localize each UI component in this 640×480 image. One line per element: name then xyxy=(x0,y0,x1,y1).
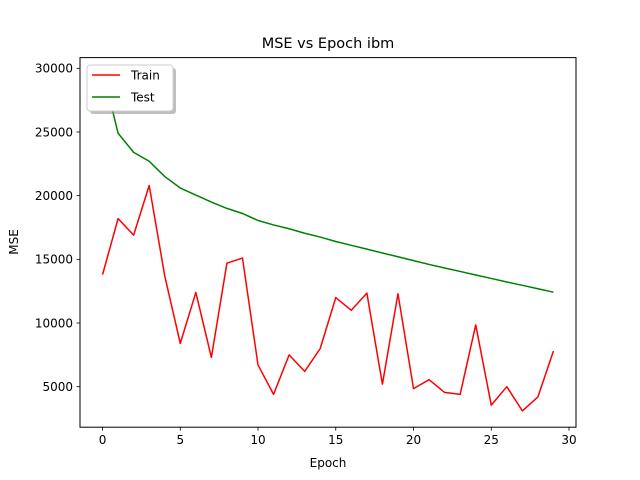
x-tick-label: 25 xyxy=(484,433,499,447)
y-tick-label: 20000 xyxy=(35,189,73,203)
series-line-test xyxy=(101,69,554,293)
legend-box xyxy=(86,64,174,112)
x-tick-label: 15 xyxy=(328,433,343,447)
legend: Train Test xyxy=(86,64,176,114)
series-layer xyxy=(101,69,555,412)
x-axis-ticks: 0 5 10 15 20 25 30 xyxy=(99,427,577,447)
y-tick-label: 30000 xyxy=(35,62,73,76)
plot-area xyxy=(80,57,576,428)
chart-title: MSE vs Epoch ibm xyxy=(262,36,395,52)
legend-label-test: Test xyxy=(130,90,155,104)
y-tick-label: 10000 xyxy=(35,316,73,330)
legend-label-train: Train xyxy=(130,68,160,82)
x-tick-label: 5 xyxy=(176,433,184,447)
plot-frame xyxy=(79,57,577,428)
x-tick-label: 20 xyxy=(406,433,421,447)
x-axis-title: Epoch xyxy=(310,456,347,470)
y-tick-label: 5000 xyxy=(42,380,73,394)
y-axis-ticks: 5000 10000 15000 20000 25000 30000 xyxy=(35,62,80,394)
x-tick-label: 0 xyxy=(99,433,107,447)
x-tick-label: 30 xyxy=(561,433,576,447)
y-axis-title: MSE xyxy=(7,229,21,255)
y-tick-label: 15000 xyxy=(35,253,73,267)
x-tick-label: 10 xyxy=(250,433,265,447)
series-line-train xyxy=(101,184,555,412)
y-tick-label: 25000 xyxy=(35,125,73,139)
